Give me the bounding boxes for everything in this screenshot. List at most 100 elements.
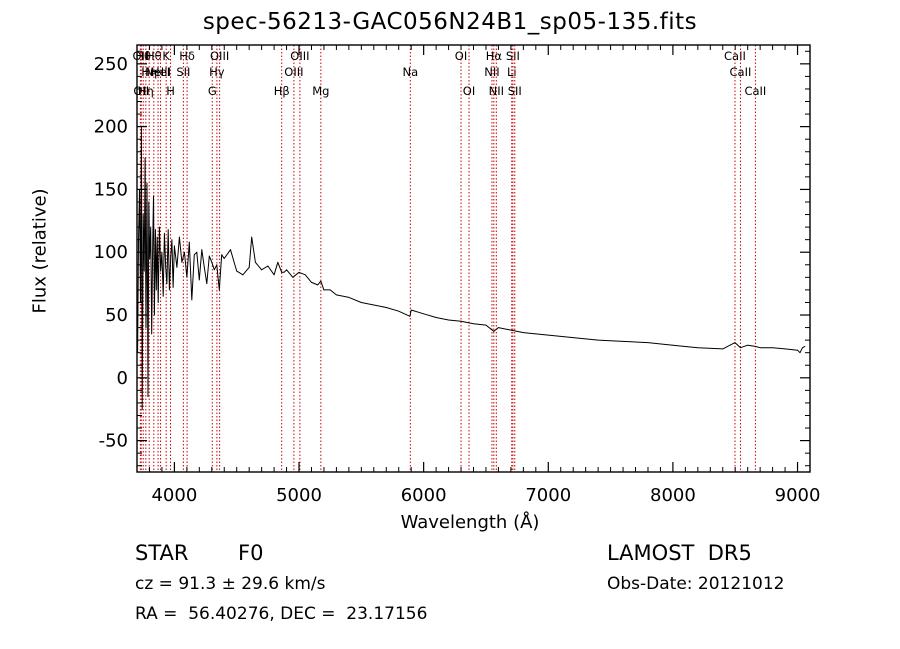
spectrum-point xyxy=(797,349,798,351)
spectrum-point xyxy=(697,347,699,349)
spectrum-point xyxy=(304,274,306,276)
spectrum-point xyxy=(510,329,512,331)
spectrum-point xyxy=(473,323,474,325)
line-marker-label: Li xyxy=(507,65,517,79)
y-axis-label: Flux (relative) xyxy=(29,188,51,314)
spectrum-point xyxy=(208,255,210,257)
spectrum-point xyxy=(201,249,203,251)
line-marker-label: OIII xyxy=(210,49,229,63)
spectrum-point xyxy=(734,342,736,344)
spectrum-point xyxy=(186,276,188,278)
chart-title: spec-56213-GAC056N24B1_sp05-135.fits xyxy=(202,9,698,35)
line-marker-label: Na xyxy=(402,65,418,79)
spectrum-point xyxy=(320,280,322,282)
spectrum-point xyxy=(183,251,185,253)
line-marker-label: OI xyxy=(463,84,475,98)
spectrum-point xyxy=(213,269,215,271)
spectrum-point xyxy=(784,348,786,350)
line-marker-label: Hβ xyxy=(274,84,290,98)
spectrum-point xyxy=(799,352,801,354)
spectrum-point xyxy=(230,249,231,251)
plot-frame xyxy=(136,44,811,473)
spectrum-point xyxy=(248,266,250,268)
spectrum-point xyxy=(146,182,148,184)
spectrum-point xyxy=(147,396,149,398)
line-marker-label: HeI xyxy=(151,65,170,79)
line-marker-label: CaII xyxy=(724,49,746,63)
line-marker-label: OI xyxy=(455,49,467,63)
spectrum-point xyxy=(336,294,337,296)
spectrum-point xyxy=(198,279,200,281)
line-marker-label: NII xyxy=(489,84,504,98)
x-tick-label: 4000 xyxy=(151,485,197,506)
spectrum-point xyxy=(311,281,312,283)
line-marker-label: Hθ xyxy=(135,49,151,63)
spectrum-point xyxy=(211,261,213,263)
spectrum-point xyxy=(317,284,319,286)
spectrum-point xyxy=(151,333,153,335)
spectrum-point xyxy=(148,201,150,203)
redshift-text: cz = 91.3 ± 29.6 km/s xyxy=(135,574,326,594)
spectrum-point xyxy=(172,286,174,288)
axis-tick-labels: 4000 5000 6000 7000 8000 9000 -50 0 50 100 150 200 2… xyxy=(94,54,821,506)
line-marker-label: H xyxy=(166,84,175,98)
spectrum-point xyxy=(166,283,168,285)
spectrum-point xyxy=(170,256,172,258)
spectrum-point xyxy=(203,266,205,268)
spectrum-point xyxy=(329,289,331,291)
axis-ticks xyxy=(136,45,811,472)
spectrum-point xyxy=(772,347,774,349)
spectrum-point xyxy=(216,264,218,266)
line-marker-label: K xyxy=(162,49,170,63)
spectrum-point xyxy=(162,295,164,297)
spectrum-point xyxy=(143,270,145,272)
spectrum-point xyxy=(298,271,300,273)
spectrum-point xyxy=(547,334,549,336)
spectrum-point xyxy=(206,283,208,285)
spectrum-point xyxy=(283,271,285,273)
y-tick-label: 150 xyxy=(94,179,128,200)
spectrum-point xyxy=(740,347,741,349)
spectrum-point xyxy=(759,347,761,349)
spectrum-point xyxy=(251,236,253,238)
spectrum-point xyxy=(597,339,599,341)
spectrum-point xyxy=(448,319,449,321)
spectrum-point xyxy=(292,276,294,278)
y-tick-label: 200 xyxy=(94,117,128,138)
spectrum-point xyxy=(647,342,649,344)
x-tick-label: 7000 xyxy=(525,485,571,506)
spectrum-point xyxy=(267,265,269,267)
spectrum-point xyxy=(156,236,158,238)
spectrum-point xyxy=(164,232,165,234)
spectrum-point xyxy=(196,251,198,253)
coordinates-text: RA = 56.40276, DEC = 23.17156 xyxy=(135,604,428,624)
spectrum-point xyxy=(167,229,169,231)
spectrum-point xyxy=(155,229,156,231)
spectrum-point xyxy=(722,348,724,350)
spectrum-point xyxy=(154,314,155,316)
object-subclass: F0 xyxy=(238,541,264,565)
spectrum-point xyxy=(435,317,437,318)
spectrum-point xyxy=(804,346,806,347)
line-marker-label: SII xyxy=(176,65,190,79)
spectrum-point xyxy=(254,261,256,263)
spectrum-point xyxy=(498,327,499,328)
spectrum-point xyxy=(747,344,749,346)
line-marker-label: NeIII xyxy=(145,65,171,79)
line-marker-layer: OIIOIIHθHηHηHθNeIIIHeIKHSIIHδGHγOIIIHβOI… xyxy=(132,45,766,472)
object-class: STAR xyxy=(135,541,189,565)
spectrum-point xyxy=(236,270,238,272)
spectrum-point xyxy=(173,245,175,247)
spectrum-point xyxy=(277,261,279,263)
spectrum-point xyxy=(169,289,170,291)
spectrum-line xyxy=(137,126,806,410)
spectrum-point xyxy=(672,344,674,346)
line-marker-label: CaII xyxy=(730,65,752,79)
spectrum-point xyxy=(176,266,178,268)
spectrum-point xyxy=(223,258,225,259)
spectrum-point xyxy=(398,310,400,312)
y-tick-label: 50 xyxy=(105,305,128,326)
spectrum-point xyxy=(181,261,183,263)
spectrum-point xyxy=(218,289,220,291)
